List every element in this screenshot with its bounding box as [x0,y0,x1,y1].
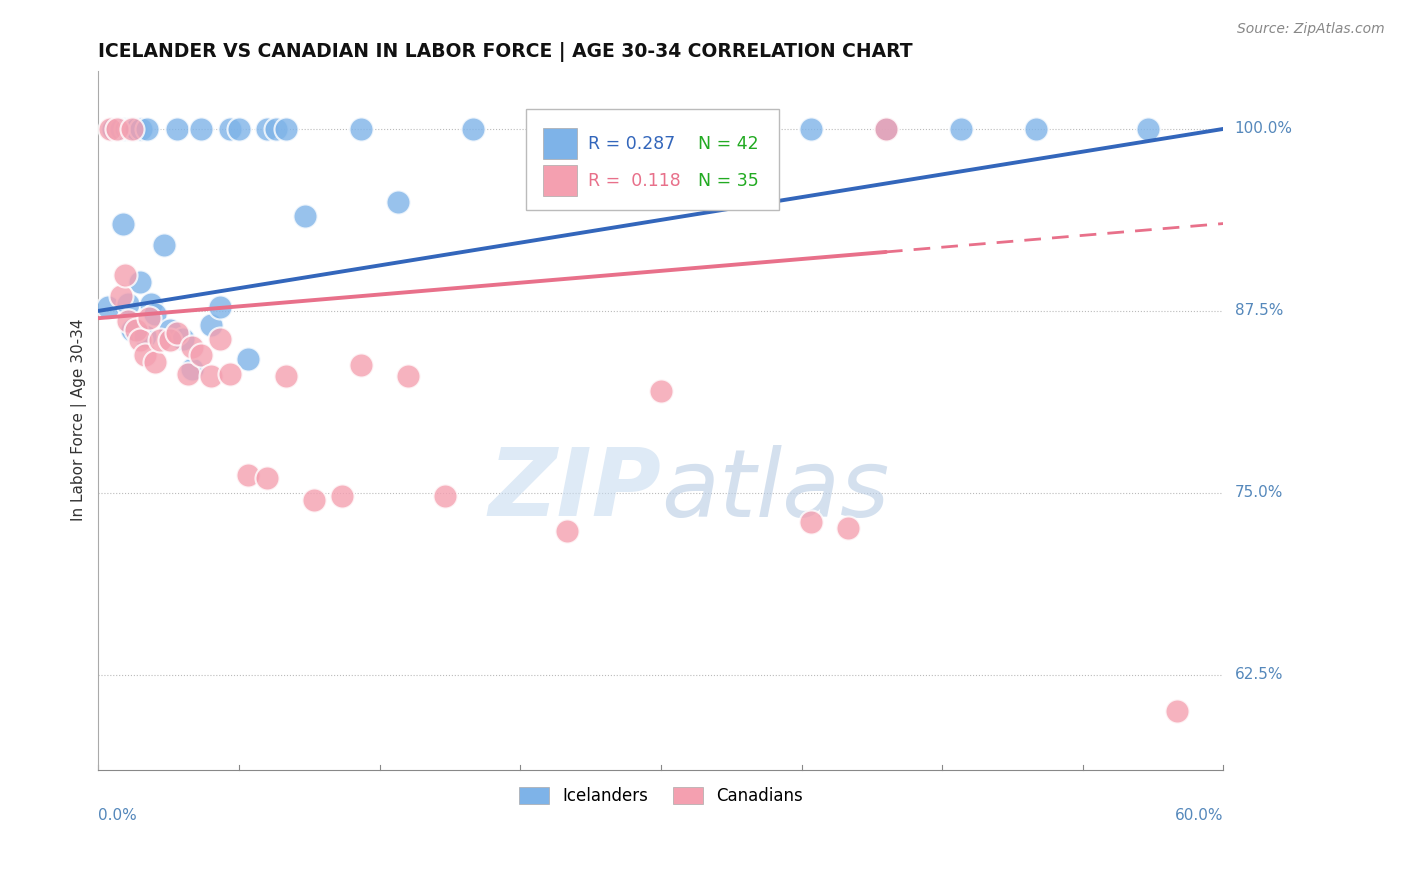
Text: 60.0%: 60.0% [1175,808,1223,823]
Point [117,296,139,310]
Point [125,122,148,136]
Point [125,323,148,337]
Point [387,194,409,209]
Point [181,362,204,376]
Point [396,369,419,384]
Point [136,122,159,136]
Point [128,333,150,347]
Y-axis label: In Labor Force | Age 30-34: In Labor Force | Age 30-34 [72,318,87,521]
Point [266,122,288,136]
Point [166,122,188,136]
Point [330,489,353,503]
Point [128,275,150,289]
Point [875,122,897,136]
Point [1166,704,1188,718]
Point [837,521,859,535]
Point [555,122,578,136]
Point [97,300,120,314]
Point [434,489,457,503]
Point [143,355,166,369]
Text: ZIP: ZIP [488,444,661,536]
Point [724,122,747,136]
Point [190,122,212,136]
Point [949,122,972,136]
Point [117,314,139,328]
Point [131,122,153,136]
Point [103,122,125,136]
Point [350,122,373,136]
Point [111,217,134,231]
Point [149,333,172,347]
Point [209,300,232,314]
Text: R =  0.118: R = 0.118 [588,172,681,190]
Point [256,471,278,485]
Point [256,122,278,136]
Point [294,209,316,223]
Point [302,493,325,508]
Text: atlas: atlas [661,444,889,535]
Point [650,384,672,398]
Point [1025,122,1047,136]
Text: N = 35: N = 35 [697,172,759,190]
Point [218,122,240,136]
Point [172,332,194,346]
Point [110,122,132,136]
Point [650,122,672,136]
Point [200,369,222,384]
Text: 0.0%: 0.0% [98,808,138,823]
FancyBboxPatch shape [543,165,576,196]
Point [114,268,136,282]
Point [139,296,162,310]
Text: R = 0.287: R = 0.287 [588,135,675,153]
Point [238,468,260,483]
Point [209,332,232,346]
Text: 87.5%: 87.5% [1234,303,1282,318]
Text: 62.5%: 62.5% [1234,667,1284,682]
Point [274,369,297,384]
Point [228,122,250,136]
Point [350,358,373,372]
Point [200,318,222,333]
Point [115,122,138,136]
Point [121,323,143,337]
Point [105,122,128,136]
Point [800,122,823,136]
Point [177,367,200,381]
Point [138,311,160,326]
Point [166,326,188,340]
Point [159,333,181,347]
Point [121,122,143,136]
Point [555,524,578,538]
Point [181,340,204,354]
Point [159,323,181,337]
FancyBboxPatch shape [543,128,576,160]
Text: 75.0%: 75.0% [1234,485,1282,500]
Point [238,351,260,366]
Text: ICELANDER VS CANADIAN IN LABOR FORCE | AGE 30-34 CORRELATION CHART: ICELANDER VS CANADIAN IN LABOR FORCE | A… [98,42,912,62]
FancyBboxPatch shape [526,109,779,211]
Point [1137,122,1160,136]
Point [218,367,240,381]
Point [463,122,485,136]
Text: N = 42: N = 42 [697,135,759,153]
Text: 100.0%: 100.0% [1234,121,1292,136]
Point [800,515,823,529]
Point [105,122,128,136]
Point [98,122,121,136]
Point [110,289,132,303]
Point [143,307,166,321]
Point [274,122,297,136]
Text: Source: ZipAtlas.com: Source: ZipAtlas.com [1237,22,1385,37]
Point [134,348,156,362]
Point [153,238,176,252]
Legend: Icelanders, Canadians: Icelanders, Canadians [512,780,810,812]
Point [122,122,145,136]
Point [875,122,897,136]
Point [134,328,156,343]
Point [120,122,142,136]
Point [190,348,212,362]
